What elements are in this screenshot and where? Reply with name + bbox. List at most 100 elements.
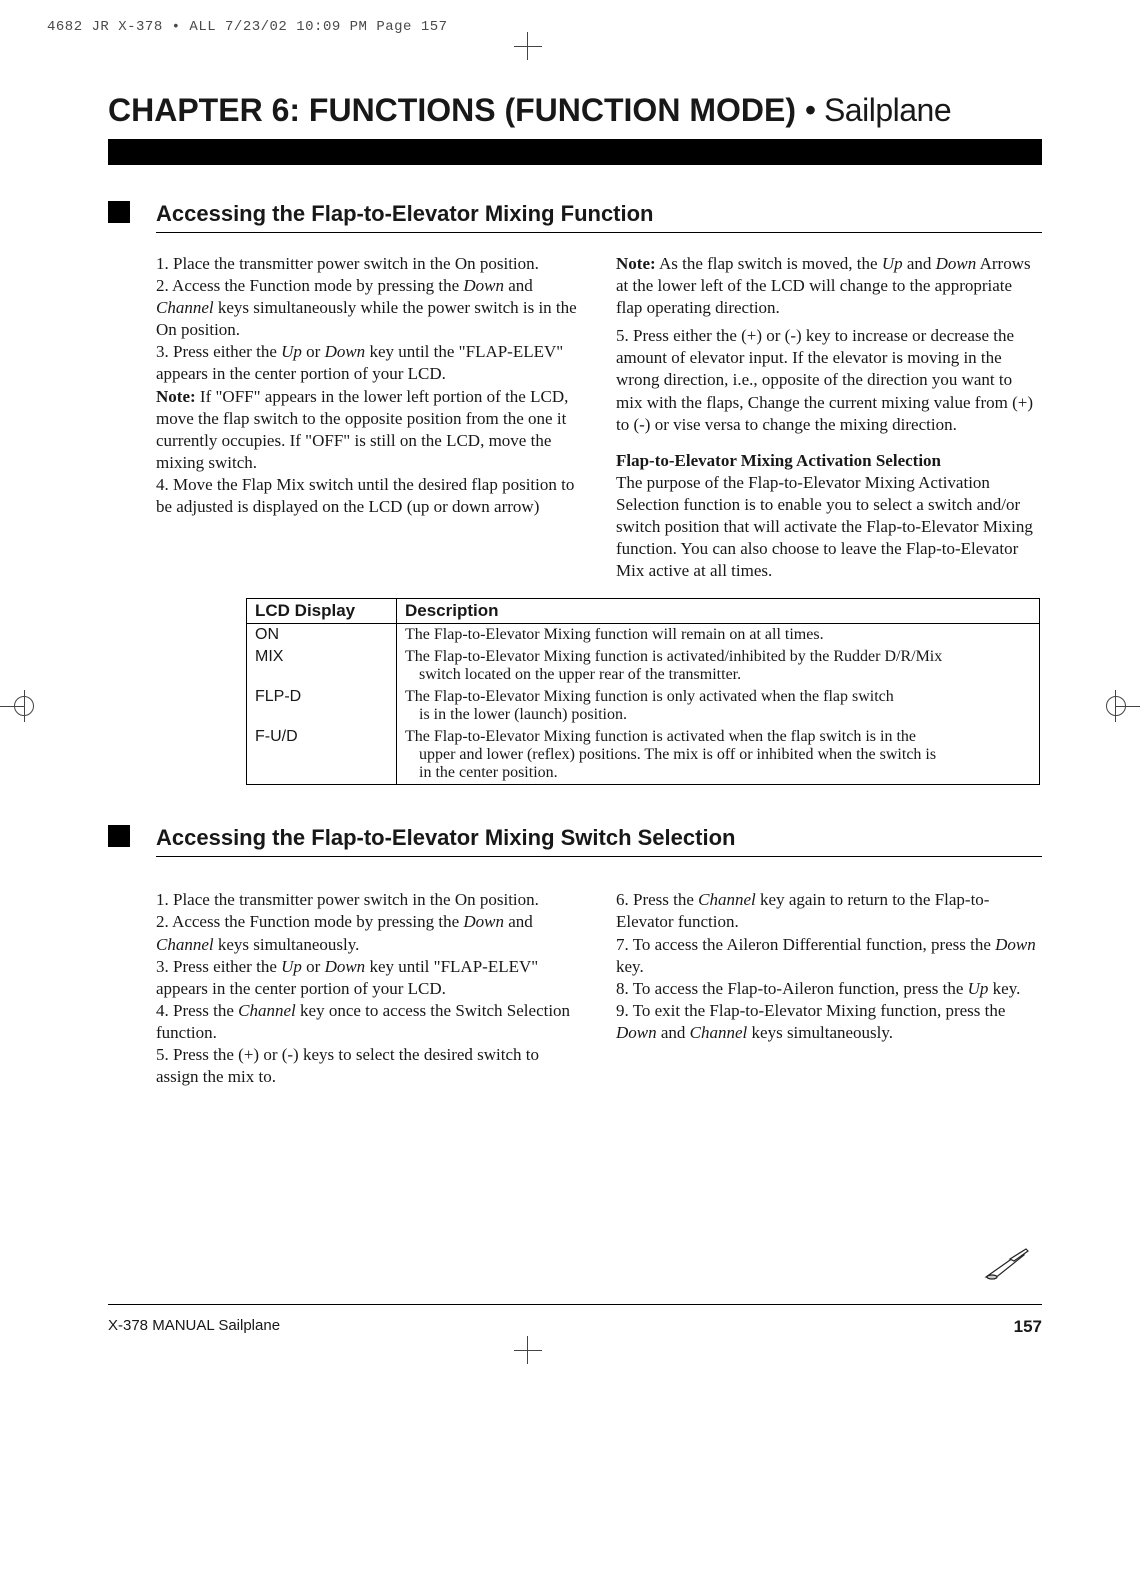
s1r-p5: 5. Press either the (+) or (-) key to in… — [616, 325, 1042, 435]
section-marker — [108, 825, 130, 847]
s1-p4: 4. Move the Flap Mix switch until the de… — [156, 474, 582, 518]
t: upper and lower (reflex) positions. The … — [405, 746, 1031, 764]
t: Up — [281, 342, 302, 361]
t: The Flap-to-Elevator Mixing function is … — [405, 648, 942, 665]
t: 6. Press the — [616, 890, 698, 909]
title-bar — [108, 139, 1042, 165]
t: Channel — [690, 1023, 748, 1042]
t: Channel — [156, 298, 214, 317]
table-cell-val: The Flap-to-Elevator Mixing function wil… — [397, 624, 1040, 647]
s2-p3: 3. Press either the Up or Down key until… — [156, 956, 582, 1000]
table-row: ON The Flap-to-Elevator Mixing function … — [247, 624, 1040, 647]
t: Down — [995, 935, 1036, 954]
table-cell-key: F-U/D — [247, 726, 397, 785]
table-row: FLP-D The Flap-to-Elevator Mixing functi… — [247, 686, 1040, 726]
section-heading-1: Accessing the Flap-to-Elevator Mixing Fu… — [156, 201, 1042, 233]
t: The Flap-to-Elevator Mixing function is … — [405, 728, 916, 745]
s2-p2: 2. Access the Function mode by pressing … — [156, 911, 582, 955]
table-header: LCD Display — [247, 599, 397, 624]
t: keys simultaneously. — [214, 935, 360, 954]
t: Up — [968, 979, 989, 998]
page-content: CHAPTER 6: FUNCTIONS (FUNCTION MODE) • S… — [108, 92, 1042, 1104]
s2-p4: 4. Press the Channel key once to access … — [156, 1000, 582, 1044]
s2-p1: 1. Place the transmitter power switch in… — [156, 889, 582, 911]
t: Down — [463, 276, 504, 295]
s2-p7: 7. To access the Aileron Differential fu… — [616, 934, 1042, 978]
s1-note: Note: If "OFF" appears in the lower left… — [156, 386, 582, 474]
t: keys simultaneously. — [747, 1023, 893, 1042]
footer-left: X-378 MANUAL Sailplane — [108, 1317, 280, 1337]
s1r-note: Note: As the flap switch is moved, the U… — [616, 253, 1042, 319]
table-header-row: LCD Display Description — [247, 599, 1040, 624]
note-body: If "OFF" appears in the lower left porti… — [156, 387, 568, 472]
s1r-subhead: Flap-to-Elevator Mixing Activation Selec… — [616, 450, 1042, 472]
page-number: 157 — [1014, 1317, 1042, 1337]
section-1-right-col: Note: As the flap switch is moved, the U… — [616, 253, 1042, 582]
table-cell-val: The Flap-to-Elevator Mixing function is … — [397, 686, 1040, 726]
t: switch located on the upper rear of the … — [405, 666, 1031, 684]
chapter-title-bold: CHAPTER 6: FUNCTIONS (FUNCTION MODE) — [108, 92, 805, 128]
table-cell-val: The Flap-to-Elevator Mixing function is … — [397, 646, 1040, 686]
t: 7. To access the Aileron Differential fu… — [616, 935, 995, 954]
print-slugline: 4682 JR X-378 • ALL 7/23/02 10:09 PM Pag… — [47, 19, 448, 35]
t: 3. Press either the — [156, 342, 281, 361]
t: keys simultaneously while the power swit… — [156, 298, 577, 339]
t: and — [504, 276, 533, 295]
table-cell-key: ON — [247, 624, 397, 647]
t: Channel — [156, 935, 214, 954]
page-footer: X-378 MANUAL Sailplane 157 — [108, 1304, 1042, 1337]
s1-p1: 1. Place the transmitter power switch in… — [156, 253, 582, 275]
s1-p2: 2. Access the Function mode by pressing … — [156, 275, 582, 341]
t: Down — [936, 254, 977, 273]
chapter-title-light: • Sailplane — [805, 92, 951, 128]
t: 2. Access the Function mode by pressing … — [156, 912, 463, 931]
t: is in the lower (launch) position. — [405, 706, 1031, 724]
t: Down — [325, 957, 366, 976]
sailplane-icon — [980, 1245, 1032, 1285]
t: Channel — [238, 1001, 296, 1020]
table-cell-key: MIX — [247, 646, 397, 686]
t: Up — [882, 254, 903, 273]
t: and — [504, 912, 533, 931]
s1-p3: 3. Press either the Up or Down key until… — [156, 341, 582, 385]
t: Down — [325, 342, 366, 361]
t: and — [657, 1023, 690, 1042]
table-cell-val: The Flap-to-Elevator Mixing function is … — [397, 726, 1040, 785]
note-label: Note: — [156, 387, 196, 406]
section-marker — [108, 201, 130, 223]
s1r-subbody: The purpose of the Flap-to-Elevator Mixi… — [616, 472, 1042, 582]
t: Up — [281, 957, 302, 976]
t: in the center position. — [405, 764, 1031, 782]
s2-p9: 9. To exit the Flap-to-Elevator Mixing f… — [616, 1000, 1042, 1044]
section-1-columns: 1. Place the transmitter power switch in… — [156, 253, 1042, 582]
section-heading-2: Accessing the Flap-to-Elevator Mixing Sw… — [156, 825, 1042, 857]
section-heading-2-text: Accessing the Flap-to-Elevator Mixing Sw… — [156, 825, 735, 850]
table-row: F-U/D The Flap-to-Elevator Mixing functi… — [247, 726, 1040, 785]
t: Down — [616, 1023, 657, 1042]
t: The Flap-to-Elevator Mixing function is … — [405, 688, 894, 705]
t: 2. Access the Function mode by pressing … — [156, 276, 463, 295]
t: As the flap switch is moved, the — [656, 254, 882, 273]
lcd-display-table: LCD Display Description ON The Flap-to-E… — [246, 598, 1040, 785]
t: 9. To exit the Flap-to-Elevator Mixing f… — [616, 1001, 1005, 1020]
table-cell-key: FLP-D — [247, 686, 397, 726]
s2-p8: 8. To access the Flap-to-Aileron functio… — [616, 978, 1042, 1000]
t: 8. To access the Flap-to-Aileron functio… — [616, 979, 968, 998]
section-2-right-col: 6. Press the Channel key again to return… — [616, 889, 1042, 1088]
section-1-left-col: 1. Place the transmitter power switch in… — [156, 253, 582, 582]
t: and — [903, 254, 936, 273]
section-2-columns: 1. Place the transmitter power switch in… — [156, 889, 1042, 1088]
t: Channel — [698, 890, 756, 909]
section-2-left-col: 1. Place the transmitter power switch in… — [156, 889, 582, 1088]
t: Down — [463, 912, 504, 931]
section-heading-1-text: Accessing the Flap-to-Elevator Mixing Fu… — [156, 201, 654, 226]
note-label: Note: — [616, 254, 656, 273]
table-header: Description — [397, 599, 1040, 624]
t: 3. Press either the — [156, 957, 281, 976]
s2-p6: 6. Press the Channel key again to return… — [616, 889, 1042, 933]
t: key. — [988, 979, 1020, 998]
s2-p5: 5. Press the (+) or (-) keys to select t… — [156, 1044, 582, 1088]
table-row: MIX The Flap-to-Elevator Mixing function… — [247, 646, 1040, 686]
t: or — [302, 957, 325, 976]
t: key. — [616, 957, 644, 976]
